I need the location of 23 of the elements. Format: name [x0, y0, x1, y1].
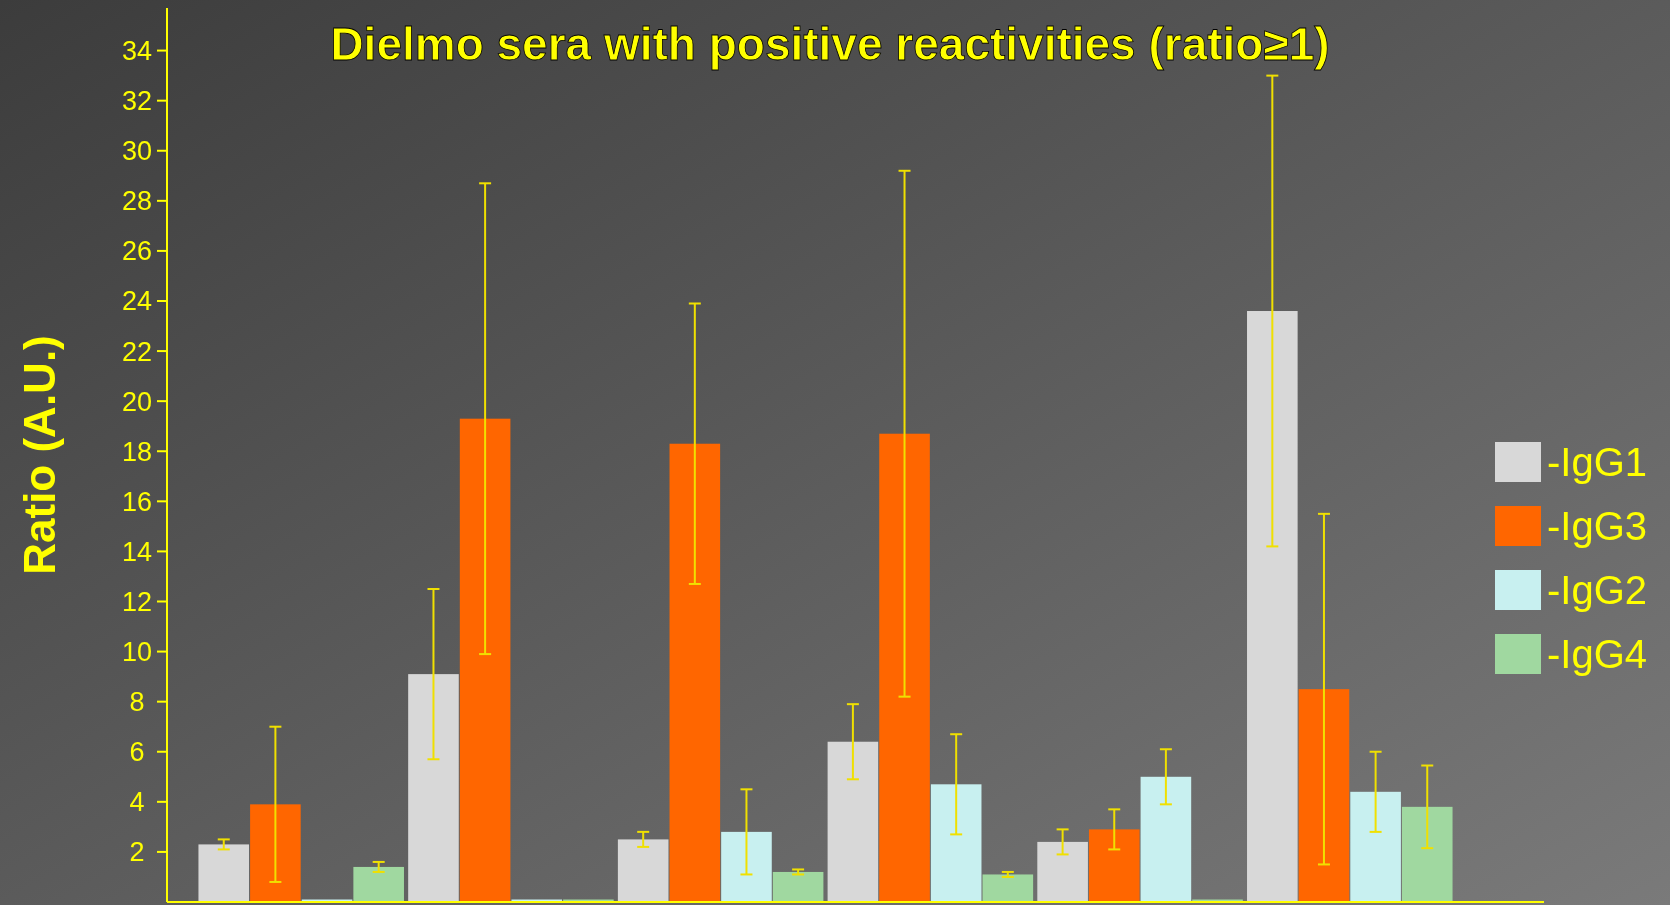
legend-label: -IgG1 — [1547, 440, 1648, 484]
y-tick-label: 34 — [121, 36, 153, 67]
y-tick-label: 12 — [121, 586, 153, 617]
legend-label: -IgG2 — [1547, 568, 1648, 612]
y-tick-label: 20 — [121, 386, 153, 417]
y-tick-label: 18 — [121, 436, 153, 467]
y-tick-label: 16 — [121, 486, 153, 517]
y-tick-label: 10 — [121, 637, 153, 668]
y-axis-title: Ratio (A.U.) — [15, 335, 64, 575]
y-tick-label: 24 — [121, 286, 153, 317]
chart-title: Dielmo sera with positive reactivities (ratio≥1) — [330, 18, 1330, 70]
y-tick-label: 6 — [129, 737, 145, 768]
legend-label: -IgG3 — [1547, 504, 1648, 548]
y-tick-label: 8 — [129, 687, 145, 718]
y-tick-label: 32 — [121, 86, 153, 117]
y-tick-label: 28 — [121, 186, 153, 217]
y-tick-label: 2 — [129, 837, 145, 868]
y-tick-label: 14 — [121, 536, 153, 567]
y-tick-label: 22 — [121, 336, 153, 367]
y-tick-label: 26 — [121, 236, 153, 267]
y-tick-label: 4 — [129, 787, 145, 818]
legend-label: -IgG4 — [1547, 632, 1648, 676]
y-tick-label: 30 — [121, 136, 153, 167]
